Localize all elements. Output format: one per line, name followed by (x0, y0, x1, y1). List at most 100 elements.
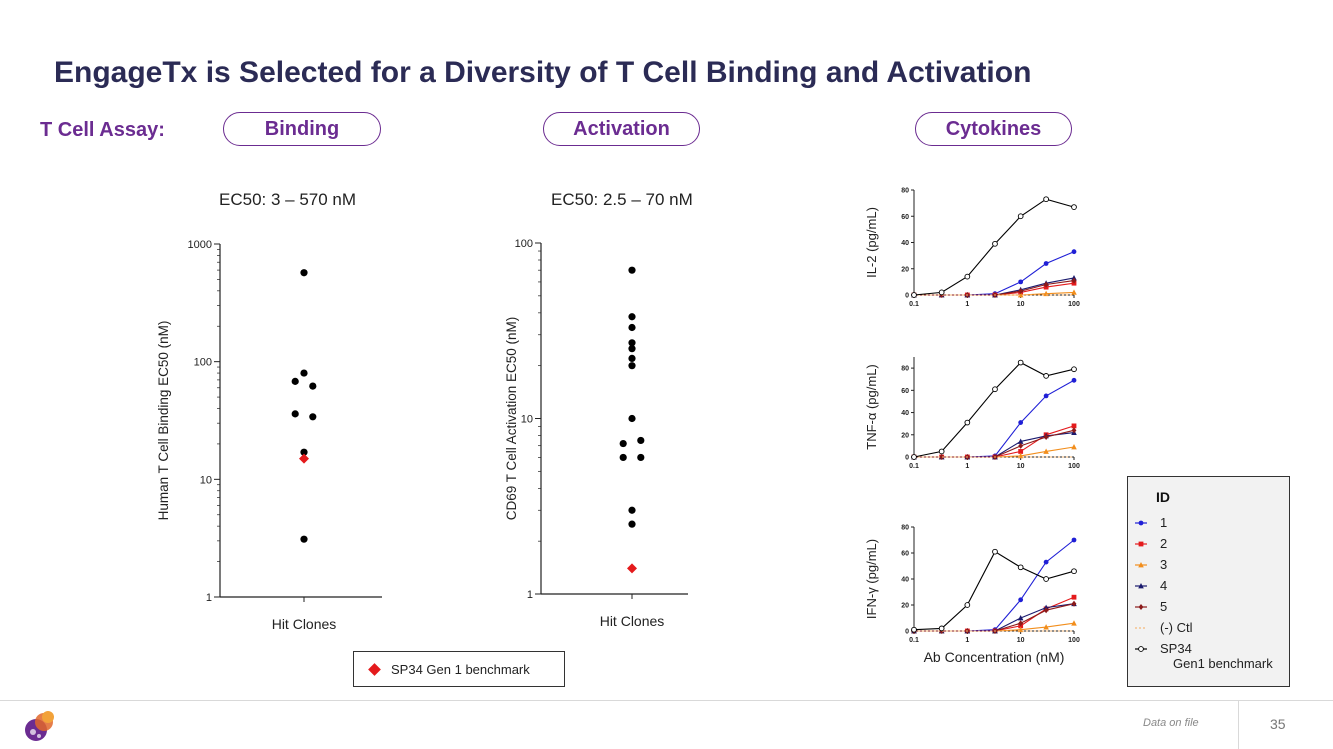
legend-marker (1138, 646, 1144, 652)
series-point (1071, 444, 1077, 450)
company-logo-icon (25, 711, 54, 741)
series-point (1018, 420, 1024, 425)
series-point (911, 626, 917, 633)
series-point (1071, 594, 1077, 600)
data-point (309, 382, 317, 390)
x-tick-label: 10 (1017, 301, 1025, 308)
y-tick-label: 40 (901, 410, 909, 417)
y-axis-label: IFN-γ (pg/mL) (864, 539, 879, 619)
data-point (628, 345, 636, 353)
y-tick-label: 1000 (188, 239, 212, 251)
series-point (1017, 564, 1024, 571)
data-point (300, 369, 308, 377)
series-line (913, 198, 1075, 296)
legend-entry: 3 (1135, 557, 1167, 572)
legend-label: SP34 (1160, 641, 1192, 656)
legend-entry: 2 (1135, 536, 1167, 551)
series-point (1071, 427, 1077, 434)
legend-label: Gen1 benchmark (1173, 656, 1273, 671)
footer-separator (1238, 700, 1239, 749)
series-sp34-gen1-benchmark (911, 196, 1077, 298)
legend-entry: 1 (1135, 515, 1167, 530)
series-point (1043, 448, 1049, 454)
series-sp34-gen1-benchmark (911, 359, 1077, 460)
y-tick-label: 10 (521, 414, 533, 426)
data-point (291, 410, 299, 418)
series-line (914, 596, 1075, 632)
y-tick-label: 40 (901, 240, 909, 247)
x-tick-label: 1 (965, 463, 969, 470)
x-tick-label: 0.1 (909, 463, 919, 470)
series-point (1018, 620, 1024, 627)
series-line (913, 550, 1075, 631)
y-tick-label: 0 (905, 455, 909, 462)
il2-chart: 0 20 40 60 80 0.1 1 10 100 IL-2 (pg/mL) (864, 188, 1080, 309)
x-axis-label: Ab Concentration (nM) (924, 649, 1065, 665)
y-tick-label: 1 (206, 592, 212, 604)
series-point (911, 292, 917, 298)
series-line (914, 251, 1075, 296)
data-point (300, 535, 308, 543)
data-point (637, 453, 645, 462)
series-point (1071, 377, 1077, 383)
legend-title: ID (1156, 489, 1170, 505)
data-point (628, 323, 636, 332)
legend-entry: (-) Ctl (1135, 620, 1193, 635)
legend-label: 5 (1160, 599, 1167, 614)
binding-chart: 1 10 100 1000 Human T Cell Binding EC50 (nM)… (156, 239, 382, 632)
data-point (628, 506, 636, 514)
data-point (628, 414, 636, 423)
legend-entry: 4 (1135, 578, 1167, 593)
series-point (1043, 196, 1049, 203)
y-tick-label: 20 (901, 603, 909, 610)
series-point (992, 386, 998, 393)
x-tick-label: 100 (1068, 463, 1080, 470)
y-tick-label: 0 (905, 629, 909, 636)
series-point (1043, 624, 1049, 630)
legend-label: 4 (1160, 578, 1167, 593)
x-tick-label: 100 (1068, 637, 1080, 644)
benchmark-legend: SP34 Gen 1 benchmark (353, 651, 565, 687)
cytokines-pill: Cytokines (915, 112, 1072, 146)
legend-label: 1 (1160, 515, 1167, 530)
data-point (628, 313, 636, 321)
series-point (938, 289, 945, 296)
legend-label: 3 (1160, 557, 1167, 572)
series-point (1043, 261, 1049, 266)
data-point (300, 269, 308, 277)
y-axis-label: CD69 T Cell Activation EC50 (nM) (504, 317, 519, 521)
legend-marker (1138, 520, 1144, 526)
series-point (1071, 600, 1077, 607)
data-point (619, 439, 627, 448)
legend-label: 2 (1160, 536, 1167, 551)
series-point (1018, 449, 1024, 454)
activation-pill: Activation (543, 112, 700, 146)
activation-ec50-range: EC50: 2.5 – 70 nM (551, 190, 693, 209)
y-tick-label: 100 (515, 238, 533, 250)
x-tick-label: 0.1 (909, 637, 919, 644)
x-axis-label: Hit Clones (600, 613, 665, 629)
series-point (992, 548, 998, 555)
series-point (938, 448, 945, 455)
tnfa-chart: 0 20 40 60 80 0.1 1 10 100 TNF-α (pg/mL) (864, 357, 1080, 470)
y-tick-label: 100 (194, 357, 212, 369)
series-line (914, 429, 1075, 458)
series-point (1018, 288, 1024, 295)
y-tick-label: 20 (901, 432, 909, 439)
activation-chart: 1 10 100 CD69 T Cell Activation EC50 (nM) Hi… (504, 238, 688, 629)
series-point (1071, 249, 1077, 255)
x-tick-label: 100 (1068, 301, 1080, 308)
series-point (1071, 204, 1077, 210)
footer-divider (0, 700, 1333, 701)
benchmark-point (627, 563, 637, 574)
series-point (911, 454, 917, 460)
series-point (1071, 289, 1077, 295)
y-tick-label: 60 (901, 551, 909, 558)
x-tick-label: 0.1 (909, 301, 919, 308)
series-point (964, 419, 971, 426)
series-point (1018, 597, 1024, 603)
legend-entry: 5 (1135, 599, 1167, 614)
y-axis-label: Human T Cell Binding EC50 (nM) (156, 321, 171, 521)
x-tick-label: 1 (965, 301, 969, 308)
y-tick-label: 60 (901, 214, 909, 221)
